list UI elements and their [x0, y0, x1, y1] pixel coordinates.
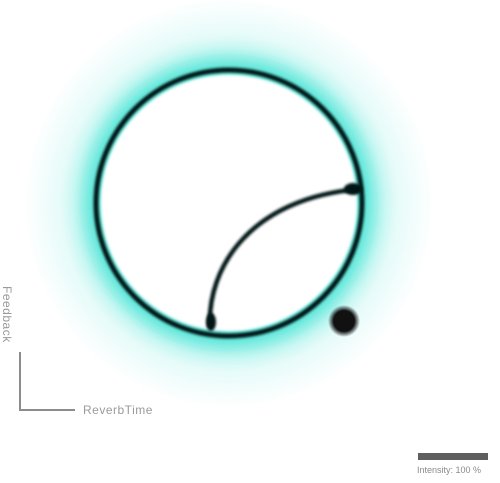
y-axis-label: Feedback	[0, 286, 14, 343]
y-axis-line	[19, 352, 21, 411]
ring-interior	[101, 75, 357, 331]
position-marker[interactable]	[328, 305, 360, 337]
curve-joint-right	[344, 183, 362, 195]
x-axis-label: ReverbTime	[83, 403, 153, 417]
intensity-slider[interactable]	[418, 453, 488, 460]
x-axis-line	[19, 409, 75, 411]
main-ring	[93, 67, 365, 339]
curve-joint-bottom	[206, 313, 216, 331]
intensity-label: Intensity: 100 %	[417, 465, 482, 475]
inner-curve	[207, 186, 361, 328]
